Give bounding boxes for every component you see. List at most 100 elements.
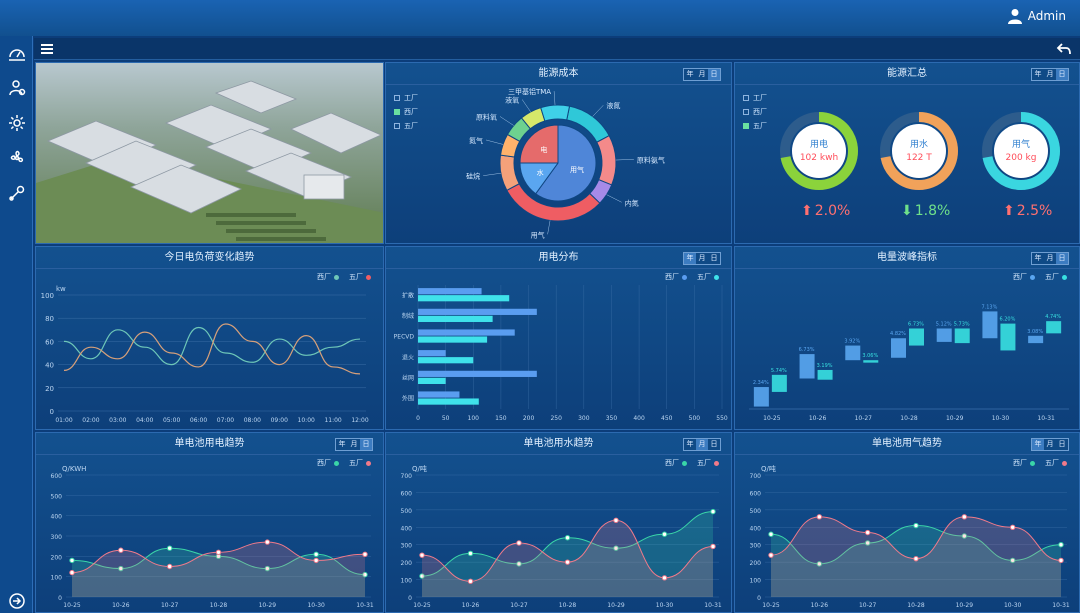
indicator-box [817, 369, 833, 380]
tab-year[interactable]: 年 [1032, 69, 1044, 80]
label-leader-line [547, 220, 551, 235]
legend-label: 五厂 [697, 273, 711, 281]
x-tick-label: 0 [416, 415, 420, 422]
back-icon[interactable] [1056, 41, 1072, 57]
tab-year[interactable]: 年 [1032, 439, 1044, 450]
legend-dot [334, 460, 339, 466]
gauge-change: ⬇ 1.8% [901, 203, 950, 219]
data-point [215, 549, 222, 555]
filter-label: 五厂 [404, 122, 418, 130]
data-point [961, 533, 968, 539]
power-distribution-panel: 用电分布 年 月 日 西厂 五厂 0 50 100 150 200 250 300 350 40… [385, 246, 732, 430]
wrench-icon [9, 185, 25, 201]
checkbox[interactable] [743, 109, 749, 115]
filter-item[interactable]: 五厂 [394, 119, 418, 133]
x-tick-label: 01:00 [55, 417, 72, 424]
legend-label: 西厂 [665, 273, 679, 281]
legend-dot [1062, 460, 1067, 466]
tab-day[interactable]: 日 [708, 253, 720, 264]
tab-day[interactable]: 日 [1056, 439, 1068, 450]
x-tick-label: 11:00 [324, 417, 341, 424]
series-area [72, 542, 365, 597]
bar [418, 398, 479, 405]
tab-day[interactable]: 日 [360, 439, 372, 450]
tab-year[interactable]: 年 [684, 439, 696, 450]
data-point [1058, 557, 1064, 564]
menu-icon[interactable] [39, 41, 55, 57]
x-tick-label: 10-29 [956, 602, 974, 609]
sidebar-logout-button[interactable] [5, 589, 29, 613]
tab-month[interactable]: 月 [696, 69, 708, 80]
user-menu[interactable]: Admin [1007, 8, 1066, 24]
filter-item[interactable]: 工厂 [394, 91, 418, 105]
y-tick-label: 500 [401, 508, 413, 515]
tab-day[interactable]: 日 [1056, 253, 1068, 264]
filter-item[interactable]: 工厂 [743, 91, 767, 105]
tab-year[interactable]: 年 [684, 69, 696, 80]
x-tick-label: 10-25 [413, 602, 431, 609]
period-tabs: 年 月 日 [683, 68, 721, 81]
indicator-label: 3.06% [862, 353, 878, 359]
x-tick-label: 10-28 [900, 415, 918, 422]
filter-item[interactable]: 西厂 [743, 105, 767, 119]
peak-indicator-panel: 电量波峰指标 年 月 日 西厂 五厂 10-25 2.34% 5.74% 10-26 6… [734, 246, 1080, 430]
data-point [710, 543, 716, 550]
tab-month[interactable]: 月 [696, 253, 708, 264]
period-tabs: 年 月 日 [335, 438, 373, 451]
x-tick-label: 06:00 [190, 417, 207, 424]
tab-month[interactable]: 月 [1044, 69, 1056, 80]
tab-year[interactable]: 年 [1032, 253, 1044, 264]
indicator-label: 2.34% [753, 380, 769, 386]
checkbox[interactable] [394, 95, 400, 101]
arrow-up-icon: ⬆ [1003, 203, 1015, 219]
period-tabs: 年 月 日 [1031, 68, 1069, 81]
sidebar-dashboard-button[interactable] [5, 42, 29, 66]
y-tick-label: 60 [45, 338, 54, 346]
tab-year[interactable]: 年 [336, 439, 348, 450]
tab-day[interactable]: 日 [708, 69, 720, 80]
checkbox[interactable] [394, 123, 400, 129]
panel-title: 单电池用气趋势 [735, 433, 1079, 455]
tab-month[interactable]: 月 [1044, 439, 1056, 450]
y-tick-label: 80 [45, 315, 54, 323]
gauge-arc [982, 112, 1060, 190]
series-area [771, 516, 1061, 597]
indicator-label: 3.08% [1027, 329, 1043, 335]
users-icon [9, 80, 26, 96]
y-tick-label: 300 [401, 543, 413, 550]
data-point [1058, 542, 1064, 548]
indicator-label: 3.19% [817, 363, 833, 369]
arrow-down-icon: ⬇ [901, 203, 913, 219]
checkbox[interactable] [743, 95, 749, 101]
load-trend-line-chart: kw 0 20 40 60 80 100 01:00 02:00 03:00 04:00 05:00 0… [41, 285, 369, 424]
donut-slice-label: 内氮 [625, 198, 639, 207]
bar [418, 336, 488, 343]
data-point [69, 557, 75, 564]
tab-month[interactable]: 月 [1044, 253, 1056, 264]
x-tick-label: 10-31 [704, 602, 722, 609]
gauge-name: 用电 [810, 138, 828, 150]
x-tick-label: 10-27 [510, 602, 528, 609]
tab-month[interactable]: 月 [348, 439, 360, 450]
tab-day[interactable]: 日 [708, 439, 720, 450]
gauge-center [994, 124, 1048, 178]
tab-month[interactable]: 月 [696, 439, 708, 450]
sidebar-settings-button[interactable] [5, 111, 29, 135]
series-line [63, 326, 361, 366]
x-tick-label: 10-30 [992, 415, 1010, 422]
donut-slice-label: 用气 [531, 230, 545, 239]
x-tick-label: 450 [661, 415, 673, 422]
sidebar-fan-button[interactable] [5, 146, 29, 170]
checkbox[interactable] [394, 109, 400, 115]
y-tick-label: 600 [401, 490, 413, 497]
checkbox[interactable] [743, 123, 749, 129]
filter-item[interactable]: 五厂 [743, 119, 767, 133]
sidebar-users-button[interactable] [5, 76, 29, 100]
x-tick-label: 10-27 [859, 602, 877, 609]
legend-label: 五厂 [349, 273, 363, 281]
sidebar-tools-button[interactable] [5, 181, 29, 205]
y-tick-label: 外围 [402, 395, 414, 403]
tab-day[interactable]: 日 [1056, 69, 1068, 80]
tab-year[interactable]: 年 [684, 253, 696, 264]
filter-item[interactable]: 西厂 [394, 105, 418, 119]
